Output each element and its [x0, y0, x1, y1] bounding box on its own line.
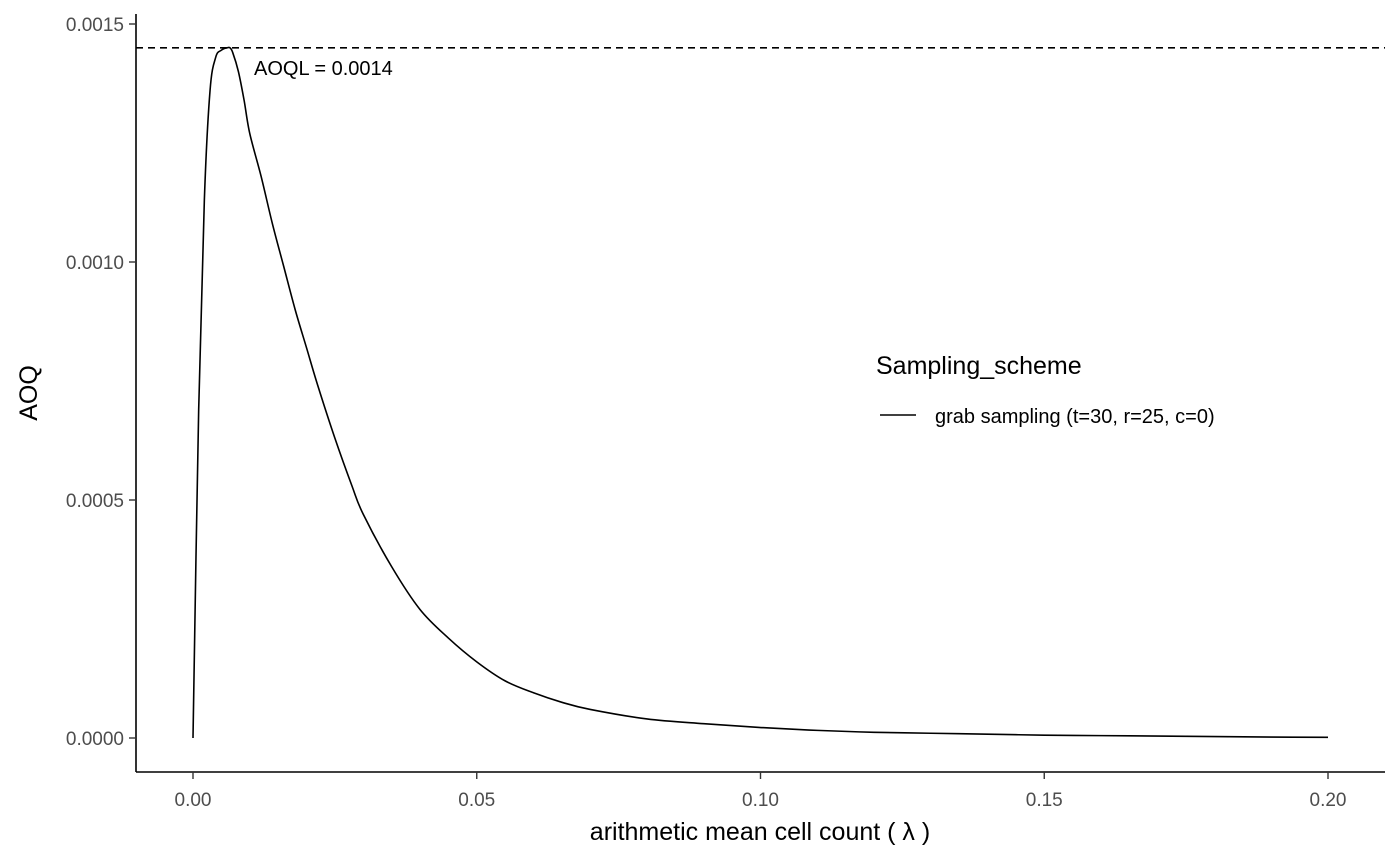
x-tick-label: 0.10 [742, 790, 779, 811]
y-axis-title: AOQ [15, 365, 43, 421]
x-tick-label: 0.05 [458, 790, 495, 811]
x-tick-label: 0.20 [1310, 790, 1347, 811]
legend-entry-label: grab sampling (t=30, r=25, c=0) [935, 406, 1215, 428]
series-line-grab-sampling [192, 46, 1329, 739]
x-axis-title: arithmetic mean cell count ( λ ) [590, 818, 930, 846]
y-tick-label: 0.0010 [66, 253, 124, 274]
y-tick-label: 0.0000 [66, 729, 124, 750]
y-tick-label: 0.0015 [66, 15, 124, 36]
y-tick-label: 0.0005 [66, 491, 124, 512]
aoql-annotation: AOQL = 0.0014 [254, 58, 393, 80]
x-tick-label: 0.00 [175, 790, 212, 811]
legend-title: Sampling_scheme [876, 352, 1082, 380]
x-tick-label: 0.15 [1026, 790, 1063, 811]
